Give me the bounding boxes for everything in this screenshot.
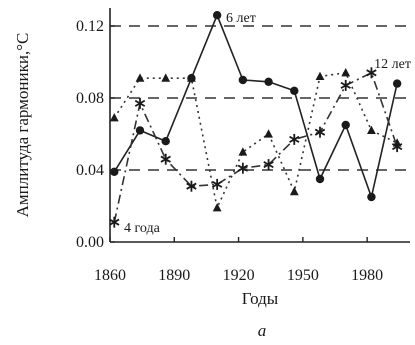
x-tick-label: 1920 [223, 267, 255, 284]
x-tick-label: 1890 [158, 267, 190, 284]
point-6yr [367, 192, 376, 202]
asterisk-stroke [211, 180, 223, 188]
asterisk-stroke [237, 164, 249, 172]
x-tick-label: 1950 [287, 267, 319, 284]
panel-label: a [258, 321, 267, 340]
asterisk-stroke [263, 161, 274, 169]
series-line-1 [113, 72, 398, 209]
point-6yr [341, 120, 350, 130]
series-line-2 [113, 72, 398, 223]
point-6yr [392, 79, 402, 88]
point-4yr [109, 216, 120, 228]
series-label-4yr: 4 года [124, 221, 161, 236]
asterisk-stroke [109, 218, 120, 226]
asterisk-stroke [391, 143, 403, 151]
point-4yr [160, 153, 171, 165]
point-6yr [135, 126, 145, 135]
grid-lines [110, 25, 410, 171]
point-12yr [289, 186, 299, 196]
asterisk-stroke [186, 182, 197, 190]
point-4yr [366, 67, 377, 79]
point-12yr [238, 147, 248, 156]
axes [109, 8, 410, 243]
y-tick-label: 0.00 [76, 234, 104, 251]
point-6yr [238, 75, 248, 85]
point-12yr [341, 68, 351, 77]
point-4yr [314, 126, 326, 138]
point-12yr [315, 71, 325, 80]
asterisk-stroke [289, 135, 300, 143]
asterisk-stroke [366, 69, 377, 77]
point-6yr [110, 167, 119, 176]
point-6yr [264, 77, 273, 87]
point-12yr [161, 73, 171, 82]
asterisk-stroke [134, 99, 146, 107]
x-tick-label: 1980 [351, 267, 383, 284]
series-layer [109, 11, 403, 228]
y-tick-label: 0.04 [76, 162, 104, 179]
point-12yr [264, 129, 273, 138]
point-12yr [187, 73, 196, 82]
point-12yr [135, 73, 145, 82]
x-tick-label: 1860 [94, 267, 126, 284]
point-6yr [161, 137, 170, 146]
point-4yr [263, 159, 274, 171]
series-line-0 [113, 14, 398, 198]
point-4yr [340, 79, 351, 91]
x-axis-title: Годы [242, 289, 279, 308]
point-6yr [290, 86, 299, 96]
chart-labels: 0.00 0.04 0.08 0.12 1860 1890 1920 1950 1980 Годы… [13, 11, 411, 340]
point-12yr [109, 113, 119, 122]
point-12yr [212, 203, 222, 212]
point-6yr [315, 174, 325, 184]
series-label-12yr: 12 лет [374, 57, 411, 72]
point-12yr [367, 125, 376, 134]
y-axis-title: Амплитуда гармоники,°C [13, 33, 32, 218]
y-tick-label: 0.08 [76, 90, 104, 107]
asterisk-stroke [314, 128, 326, 136]
point-6yr [212, 11, 222, 20]
series-label-6yr: 6 лет [226, 11, 256, 26]
point-4yr [211, 178, 223, 190]
point-4yr [134, 97, 146, 109]
point-4yr [289, 133, 300, 145]
point-4yr [186, 180, 197, 192]
y-tick-label: 0.12 [76, 18, 104, 35]
point-4yr [237, 162, 249, 174]
asterisk-stroke [340, 81, 351, 89]
point-4yr [391, 141, 403, 153]
asterisk-stroke [160, 155, 171, 163]
